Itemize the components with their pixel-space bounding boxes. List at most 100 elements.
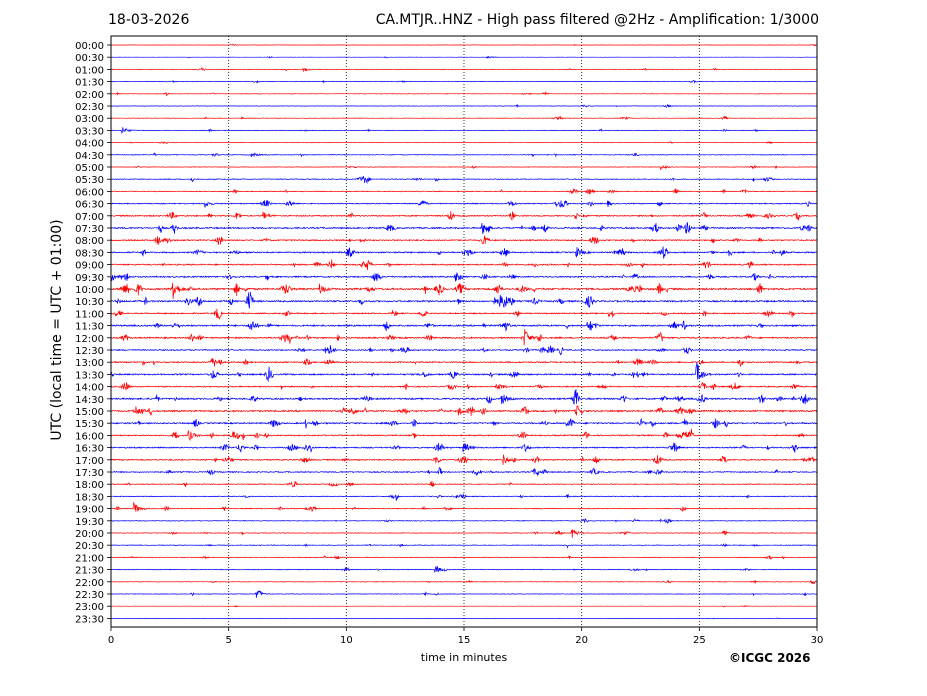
seismic-trace	[110, 528, 818, 538]
seismic-trace	[110, 320, 818, 332]
x-tick-label: 20	[575, 635, 588, 646]
seismic-trace	[110, 235, 818, 246]
seismic-trace	[110, 358, 818, 368]
seismic-trace	[111, 518, 818, 524]
x-tick-label: 30	[811, 635, 824, 646]
seismic-trace	[110, 467, 818, 476]
y-tick-label: 02:30	[75, 102, 104, 113]
seismic-trace	[110, 282, 818, 299]
seismic-trace	[110, 140, 818, 145]
seismic-trace	[111, 345, 818, 356]
seismic-trace	[110, 543, 817, 549]
y-tick-label: 22:30	[75, 590, 104, 601]
y-tick-label: 10:30	[75, 297, 104, 308]
seismic-trace	[110, 56, 818, 59]
seismic-trace	[110, 604, 818, 608]
y-tick-label: 11:00	[75, 309, 104, 320]
y-tick-label: 14:00	[75, 383, 104, 394]
y-tick-label: 17:30	[75, 468, 104, 479]
copyright-notice: ©ICGC 2026	[729, 651, 811, 665]
seismic-trace	[110, 442, 818, 454]
y-tick-label: 18:30	[75, 492, 104, 503]
y-tick-label: 00:30	[75, 53, 104, 64]
seismic-trace	[110, 454, 818, 465]
y-tick-label: 03:00	[75, 114, 104, 125]
y-tick-label: 07:30	[75, 224, 104, 235]
seismic-trace	[110, 221, 818, 235]
seismic-trace	[110, 164, 818, 170]
seismic-trace	[110, 259, 818, 271]
plot-title: CA.MTJR..HNZ - High pass filtered @2Hz -…	[375, 12, 819, 28]
y-tick-label: 10:00	[75, 285, 104, 296]
y-tick-label: 19:00	[75, 505, 104, 516]
seismic-trace	[111, 43, 818, 47]
seismic-trace	[110, 188, 818, 195]
seismic-trace	[111, 579, 817, 585]
y-tick-label: 20:00	[75, 529, 104, 540]
seismic-trace	[111, 405, 818, 417]
y-tick-label: 04:00	[75, 139, 104, 150]
seismic-trace	[110, 291, 818, 309]
x-tick-label: 15	[458, 635, 471, 646]
y-tick-label: 08:30	[75, 248, 104, 259]
y-tick-label: 11:30	[75, 322, 104, 333]
y-tick-label: 15:00	[75, 407, 104, 418]
seismic-trace	[111, 115, 818, 121]
y-tick-label: 16:30	[75, 444, 104, 455]
y-tick-label: 00:00	[75, 41, 104, 52]
seismic-trace	[110, 493, 818, 502]
y-tick-label: 19:30	[75, 517, 104, 528]
seismic-trace	[110, 555, 818, 560]
seismic-trace	[110, 308, 818, 320]
seismic-trace	[110, 590, 818, 598]
seismic-trace	[110, 200, 818, 208]
y-tick-label: 17:00	[75, 456, 104, 467]
y-tick-label: 13:30	[75, 370, 104, 381]
seismic-trace	[110, 428, 818, 442]
y-tick-label: 07:00	[75, 212, 104, 223]
y-tick-label: 18:00	[75, 480, 104, 491]
x-axis-label: time in minutes	[420, 651, 508, 664]
y-tick-label: 06:00	[75, 187, 104, 198]
seismic-trace	[110, 502, 818, 513]
x-tick-label: 10	[340, 635, 353, 646]
seismic-trace	[110, 66, 818, 73]
y-tick-label: 09:30	[75, 273, 104, 284]
y-tick-label: 01:00	[75, 65, 104, 76]
y-tick-label: 15:30	[75, 419, 104, 430]
seismic-trace	[110, 127, 818, 134]
y-tick-label: 12:30	[75, 346, 104, 357]
plot-date: 18-03-2026	[108, 12, 190, 28]
x-tick-label: 25	[693, 635, 706, 646]
y-tick-label: 08:00	[75, 236, 104, 247]
y-tick-label: 12:00	[75, 334, 104, 345]
seismic-trace	[110, 418, 818, 429]
y-tick-label: 04:30	[75, 151, 104, 162]
seismic-trace	[110, 246, 818, 259]
seismic-trace	[111, 91, 817, 97]
seismic-trace	[110, 617, 818, 620]
y-tick-label: 21:00	[75, 553, 104, 564]
seismic-trace	[110, 175, 818, 184]
y-tick-label: 20:30	[75, 541, 104, 552]
seismic-trace	[111, 79, 818, 84]
seismic-trace	[110, 565, 818, 574]
y-tick-label: 16:00	[75, 431, 104, 442]
seismic-trace	[111, 389, 818, 405]
x-tick-label: 5	[225, 635, 231, 646]
y-tick-label: 13:00	[75, 358, 104, 369]
seismic-trace	[110, 211, 818, 221]
seismic-trace	[110, 272, 817, 282]
x-tick-label: 0	[108, 635, 114, 646]
seismic-trace	[110, 329, 818, 346]
y-tick-label: 23:00	[75, 602, 104, 613]
plot-frame	[110, 35, 818, 628]
y-tick-label: 01:30	[75, 78, 104, 89]
seismic-trace	[110, 480, 818, 488]
y-tick-label: 05:30	[75, 175, 104, 186]
seismic-trace	[110, 381, 818, 391]
seismic-trace	[110, 152, 818, 158]
y-tick-label: 02:00	[75, 90, 104, 101]
y-tick-label: 06:30	[75, 200, 104, 211]
